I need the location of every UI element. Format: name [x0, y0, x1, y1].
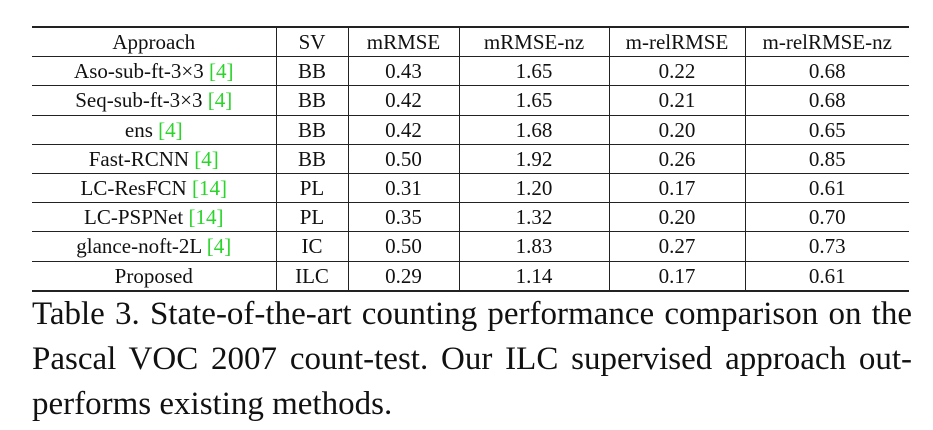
- approach-cell: Aso-sub-ft-3×3 [4]: [32, 57, 276, 86]
- table-row: Fast-RCNN [4] BB 0.50 1.92 0.26 0.85: [32, 144, 909, 174]
- caption-line-1: Table 3. State-of-the-art counting perfo…: [32, 296, 912, 332]
- table-row: Proposed ILC 0.29 1.14 0.17 0.61: [32, 261, 909, 291]
- approach-cell: ens [4]: [32, 115, 276, 144]
- citation-link[interactable]: [4]: [158, 117, 183, 142]
- mrmse-nz-cell: 1.92: [458, 144, 609, 174]
- m-relrmse-nz-cell: 0.70: [744, 202, 909, 232]
- m-relrmse-cell: 0.21: [608, 85, 745, 116]
- m-relrmse-nz-cell: 0.61: [744, 173, 909, 203]
- citation-link[interactable]: [4]: [208, 59, 234, 84]
- citation-link[interactable]: [4]: [206, 234, 232, 259]
- approach-name: Proposed: [114, 263, 193, 288]
- m-relrmse-cell: 0.17: [608, 173, 745, 203]
- mrmse-cell: 0.50: [347, 144, 459, 174]
- approach-name: LC-ResFCN: [80, 176, 192, 201]
- approach-name: Seq-sub-ft-3×3: [75, 88, 208, 113]
- table-caption: Table 3. State-of-the-art counting perfo…: [32, 292, 912, 427]
- m-relrmse-cell: 0.26: [608, 144, 745, 174]
- sv-cell: BB: [275, 85, 348, 116]
- sv-cell: ILC: [275, 261, 348, 291]
- caption-line-2: Pascal VOC 2007 count-test. Our ILC supe…: [32, 341, 912, 377]
- m-relrmse-cell: 0.20: [608, 202, 745, 232]
- sv-cell: BB: [275, 144, 348, 174]
- caption-line-3: performs existing methods.: [32, 386, 393, 422]
- mrmse-nz-cell: 1.65: [458, 56, 609, 86]
- table-row: Seq-sub-ft-3×3 [4] BB 0.42 1.65 0.21 0.68: [32, 85, 909, 116]
- table-row: LC-ResFCN [14] PL 0.31 1.20 0.17 0.61: [32, 173, 909, 203]
- approach-cell: LC-ResFCN [14]: [32, 173, 276, 202]
- mrmse-cell: 0.42: [347, 115, 459, 145]
- approach-name: LC-PSPNet: [84, 205, 189, 230]
- mrmse-cell: 0.29: [347, 261, 459, 291]
- mrmse-nz-cell: 1.14: [458, 261, 609, 291]
- approach-name: Aso-sub-ft-3×3: [74, 59, 209, 84]
- m-relrmse-nz-cell: 0.68: [744, 56, 909, 86]
- results-table: Approach SV mRMSE mRMSE-nz m-relRMSE m-r…: [32, 26, 909, 292]
- mrmse-nz-cell: 1.65: [458, 85, 609, 116]
- header-m-relrmse: m-relRMSE: [608, 27, 745, 57]
- mrmse-cell: 0.31: [347, 173, 459, 203]
- m-relrmse-nz-cell: 0.68: [744, 85, 909, 116]
- m-relrmse-cell: 0.20: [608, 115, 745, 145]
- table-row: Aso-sub-ft-3×3 [4] BB 0.43 1.65 0.22 0.68: [32, 56, 909, 86]
- mrmse-cell: 0.35: [347, 202, 459, 232]
- approach-cell: Proposed: [32, 261, 276, 291]
- header-mrmse: mRMSE: [347, 27, 459, 57]
- mrmse-nz-cell: 1.68: [458, 115, 609, 145]
- table-header-row: Approach SV mRMSE mRMSE-nz m-relRMSE m-r…: [32, 27, 909, 57]
- header-m-relrmse-nz: m-relRMSE-nz: [744, 27, 909, 57]
- citation-link[interactable]: [4]: [194, 146, 219, 171]
- mrmse-cell: 0.42: [347, 85, 459, 116]
- sv-cell: PL: [275, 202, 348, 232]
- approach-name: ens: [124, 117, 159, 142]
- sv-cell: IC: [275, 231, 348, 261]
- approach-cell: glance-noft-2L [4]: [32, 232, 276, 261]
- mrmse-nz-cell: 1.32: [458, 202, 609, 232]
- m-relrmse-nz-cell: 0.73: [744, 231, 909, 261]
- table-row: LC-PSPNet [14] PL 0.35 1.32 0.20 0.70: [32, 202, 909, 232]
- table-body: Aso-sub-ft-3×3 [4] BB 0.43 1.65 0.22 0.68 Seq-…: [32, 56, 909, 291]
- citation-link[interactable]: [4]: [207, 88, 233, 113]
- m-relrmse-cell: 0.22: [608, 56, 745, 86]
- citation-link[interactable]: [14]: [188, 205, 224, 230]
- mrmse-cell: 0.43: [347, 56, 459, 86]
- header-approach: Approach: [112, 30, 196, 55]
- citation-link[interactable]: [14]: [191, 176, 227, 201]
- sv-cell: BB: [275, 115, 348, 145]
- header-mrmse-nz: mRMSE-nz: [458, 27, 609, 57]
- m-relrmse-nz-cell: 0.61: [744, 261, 909, 291]
- table-row: glance-noft-2L [4] IC 0.50 1.83 0.27 0.73: [32, 231, 909, 261]
- approach-cell: Fast-RCNN [4]: [32, 144, 276, 173]
- approach-cell: Seq-sub-ft-3×3 [4]: [32, 86, 276, 115]
- mrmse-cell: 0.50: [347, 231, 459, 261]
- m-relrmse-cell: 0.27: [608, 231, 745, 261]
- mrmse-nz-cell: 1.83: [458, 231, 609, 261]
- table-row: ens [4] BB 0.42 1.68 0.20 0.65: [32, 115, 909, 145]
- m-relrmse-nz-cell: 0.65: [744, 115, 909, 145]
- approach-name: Fast-RCNN: [88, 146, 195, 171]
- header-sv: SV: [275, 27, 348, 57]
- approach-name: glance-noft-2L: [76, 234, 207, 259]
- approach-cell: LC-PSPNet [14]: [32, 203, 276, 232]
- m-relrmse-nz-cell: 0.85: [744, 144, 909, 174]
- mrmse-nz-cell: 1.20: [458, 173, 609, 203]
- sv-cell: PL: [275, 173, 348, 203]
- sv-cell: BB: [275, 56, 348, 86]
- m-relrmse-cell: 0.17: [608, 261, 745, 291]
